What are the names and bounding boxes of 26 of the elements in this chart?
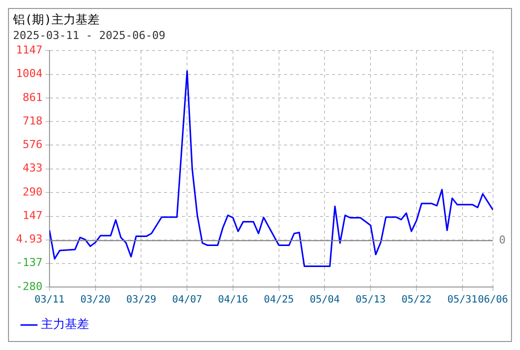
x-tick-label: 05/13 xyxy=(356,294,386,306)
y-tick-label: 861 xyxy=(22,90,42,104)
x-tick-label: 04/25 xyxy=(264,294,294,306)
x-tick-label: 04/16 xyxy=(218,294,248,306)
x-tick-label: 05/22 xyxy=(401,294,432,306)
y-tick-label: 718 xyxy=(22,114,42,128)
y-tick-label: 576 xyxy=(22,138,42,152)
legend-label: 主力基差 xyxy=(41,317,89,332)
x-tick-label: 03/20 xyxy=(80,294,110,306)
x-tick-label: 05/04 xyxy=(310,294,340,306)
x-tick-label: 05/31 xyxy=(447,294,478,306)
x-tick-label: 03/11 xyxy=(34,294,65,306)
ref-line-label: 0 xyxy=(498,233,506,246)
y-tick-label: -280 xyxy=(16,280,42,293)
y-tick-label: 290 xyxy=(22,185,42,198)
y-tick-label: 433 xyxy=(22,162,42,175)
chart-title: 铝(期)主力基差 xyxy=(12,12,100,26)
chart-subtitle: 2025-03-11 - 2025-06-09 xyxy=(13,28,166,42)
x-tick-label: 04/07 xyxy=(172,294,202,306)
y-tick-label: 147 xyxy=(22,209,42,222)
y-tick-label: 4.93 xyxy=(16,232,42,246)
x-tick-label: 03/29 xyxy=(126,294,156,306)
y-tick-label: 1147 xyxy=(16,43,42,56)
y-tick-label: -137 xyxy=(16,256,42,270)
y-tick-label: 1004 xyxy=(16,67,43,80)
x-tick-label: 06/06 xyxy=(478,294,508,306)
